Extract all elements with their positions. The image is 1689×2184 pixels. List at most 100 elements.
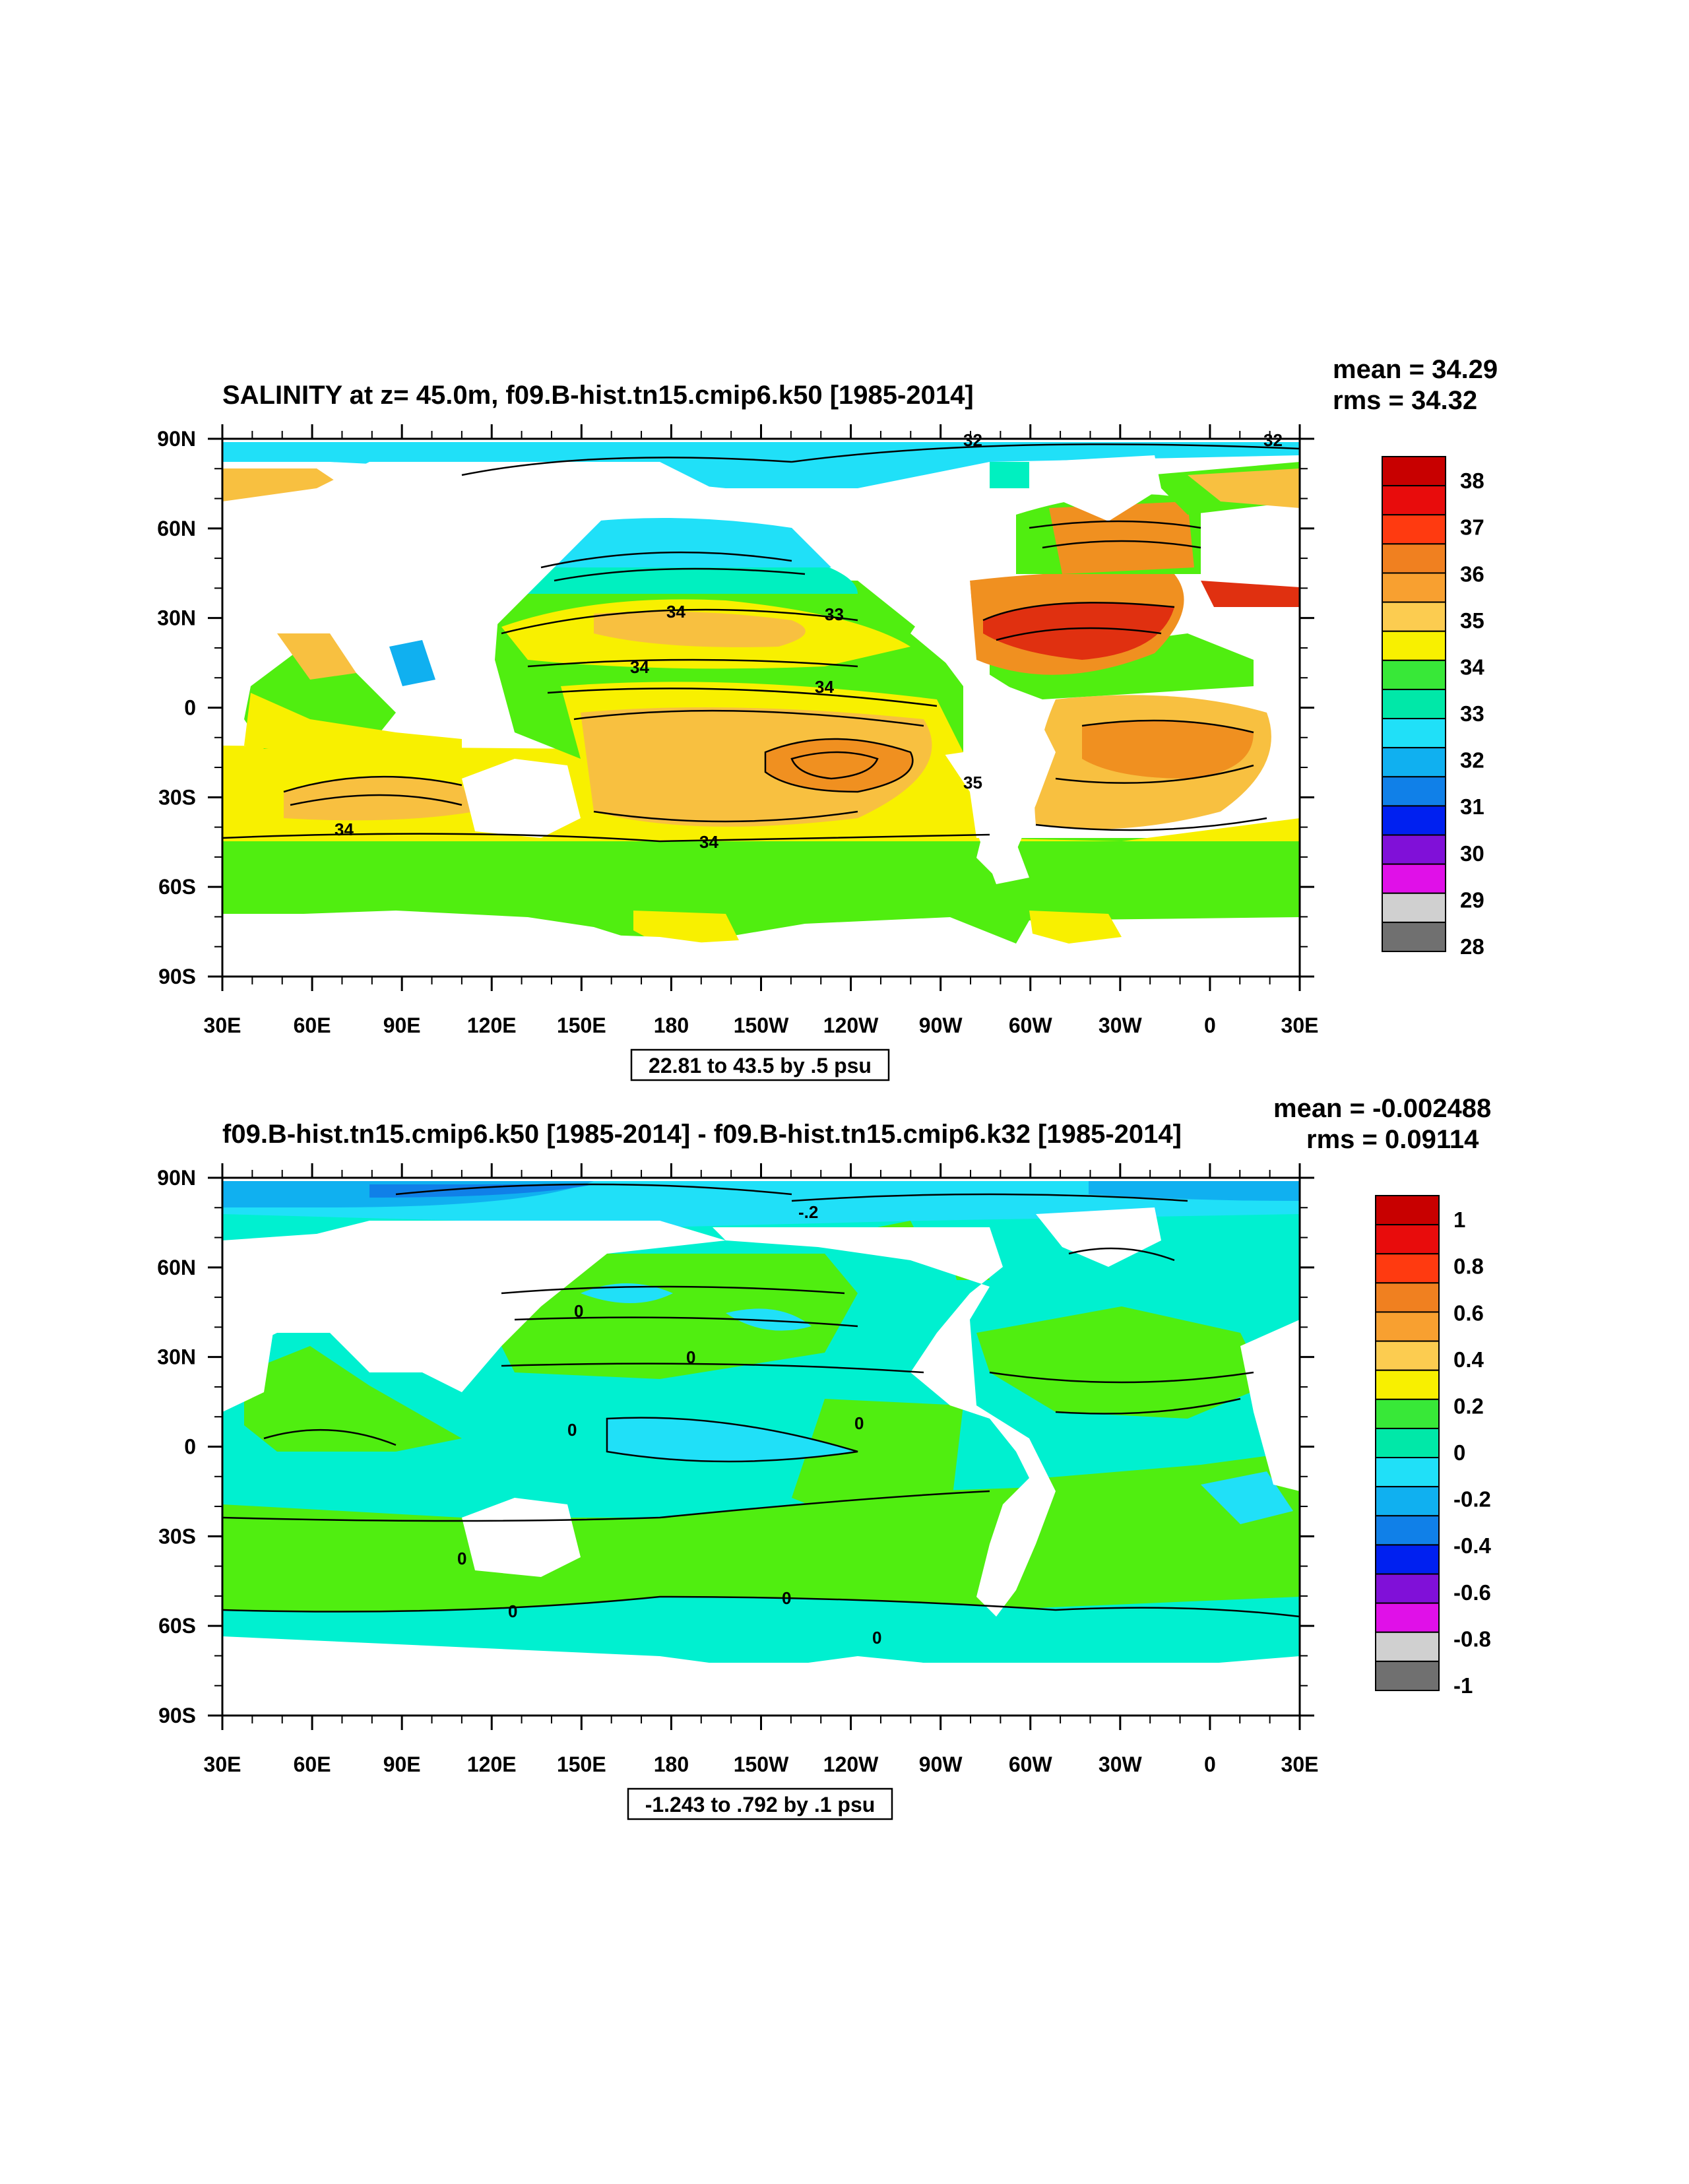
top-mean: mean = 34.29	[1333, 355, 1498, 384]
bottom-colorbar-label: 0.8	[1453, 1254, 1484, 1279]
contour-line	[790, 751, 879, 780]
top-colorbar-box	[1382, 543, 1446, 574]
bottom-land-eurasia	[222, 1221, 726, 1392]
top-indian-orange	[284, 777, 475, 821]
contour-line	[540, 551, 792, 569]
bottom-colorbar-box	[1375, 1486, 1440, 1517]
top-colorbar-box	[1382, 718, 1446, 749]
bottom-colorbar-label: -1	[1453, 1673, 1473, 1698]
top-x-tick-label: 60W	[1009, 1013, 1053, 1037]
top-x-axis-labels: 30E 60E 90E 120E 150E 180 150W 120W 90W 60W 30W 0 30…	[204, 1013, 1319, 1037]
bottom-colorbar-box	[1375, 1427, 1440, 1459]
bottom-atlantic-green	[976, 1306, 1267, 1419]
bottom-y-tick-label: 30S	[158, 1524, 196, 1548]
top-contour-label: 32	[1263, 430, 1283, 450]
contour-line	[547, 688, 938, 707]
top-antarctic-yellow	[633, 911, 739, 945]
bottom-colorbar-box	[1375, 1398, 1440, 1429]
top-colorbar-box	[1382, 514, 1446, 545]
top-tick-marks	[208, 424, 1314, 991]
bottom-colorbar-box	[1375, 1195, 1440, 1226]
bottom-colorbar-box	[1375, 1224, 1440, 1255]
top-info-text: 22.81 to 43.5 by .5 psu	[649, 1054, 872, 1077]
contour-line	[996, 627, 1162, 641]
top-y-tick-label: 60S	[158, 875, 196, 899]
bottom-indian-green	[244, 1346, 462, 1452]
bottom-colorbar-label: -0.4	[1453, 1533, 1492, 1558]
bottom-atlantic-cyan	[1201, 1471, 1293, 1524]
contour-line	[606, 1417, 858, 1463]
bottom-antarctic-cyan	[222, 1597, 1300, 1663]
top-x-tick-label: 30W	[1099, 1013, 1143, 1037]
bottom-contour-label: -.2	[798, 1202, 818, 1222]
bottom-colorbar-label: 0.6	[1453, 1301, 1484, 1325]
top-contour-label: 35	[963, 773, 982, 792]
top-colorbar-box	[1382, 863, 1446, 894]
bottom-x-tick-label: 180	[654, 1752, 689, 1776]
contour-line	[501, 1285, 845, 1295]
bottom-mean: mean = -0.002488	[1273, 1094, 1491, 1123]
top-arabian	[277, 633, 356, 680]
contour-line	[290, 794, 462, 806]
top-contour-label: 33	[825, 604, 844, 624]
bottom-y-tick-label: 90N	[157, 1166, 196, 1190]
contour-line	[573, 709, 924, 727]
top-colorbar-box	[1382, 601, 1446, 632]
top-y-tick-label: 0	[184, 696, 196, 720]
top-colorbar-box	[1382, 688, 1446, 720]
bottom-colorbar-box	[1375, 1602, 1440, 1633]
contour-line	[263, 1429, 397, 1446]
top-contour-label: 34	[666, 602, 685, 622]
contour-line	[791, 1193, 1188, 1202]
bottom-colorbar-label: 1	[1453, 1207, 1465, 1232]
top-map	[222, 439, 1300, 977]
bottom-y-tick-label: 60S	[158, 1614, 196, 1638]
top-x-tick-label: 180	[654, 1013, 689, 1037]
bottom-colorbar-label: 0.2	[1453, 1394, 1484, 1418]
contour-line	[514, 1316, 858, 1328]
bottom-title: f09.B-hist.tn15.cmip6.k50 [1985-2014] - …	[222, 1120, 1182, 1149]
top-atlantic-north-red	[983, 602, 1174, 660]
bottom-map	[222, 1178, 1300, 1716]
bottom-colorbar-box	[1375, 1515, 1440, 1546]
top-atlantic-north-orange-2	[1049, 501, 1194, 574]
bottom-colorbar: 1 0.8 0.6 0.4 0.2 0 -0.2 -0.4 -0.6 -0.8 -1	[1375, 1195, 1492, 1698]
bottom-colorbar-box	[1375, 1253, 1440, 1284]
bottom-x-tick-label: 120W	[823, 1752, 879, 1776]
bottom-contour-label: 0	[872, 1628, 881, 1648]
bottom-colorbar-box	[1375, 1340, 1440, 1371]
top-contour-label: 34	[630, 657, 649, 677]
top-x-tick-label: 30E	[1281, 1013, 1319, 1037]
bottom-land-australia	[462, 1498, 581, 1577]
bottom-colorbar-box	[1375, 1282, 1440, 1313]
top-x-tick-label: 90W	[919, 1013, 963, 1037]
top-colorbar-box	[1382, 892, 1446, 923]
top-colorbar-label: 38	[1460, 468, 1484, 493]
top-colorbar-box	[1382, 921, 1446, 952]
top-colorbar-label: 30	[1460, 841, 1484, 866]
bottom-pacific-tropic-cyan	[607, 1417, 858, 1461]
bottom-pacific-east-green	[792, 1399, 963, 1524]
bottom-arctic-deepblue	[369, 1184, 594, 1198]
contour-line	[1055, 1397, 1241, 1415]
bottom-arctic-blue-2	[1089, 1181, 1300, 1201]
contour-line	[527, 658, 858, 668]
top-rms: rms = 34.32	[1333, 386, 1477, 415]
top-land-africa	[222, 567, 277, 673]
top-land-southamerica-tip	[976, 825, 1029, 884]
bottom-x-tick-label: 120E	[467, 1752, 517, 1776]
top-antarctic-yellow-2	[1029, 911, 1122, 944]
bottom-contours	[222, 1183, 1300, 1618]
contour-line	[791, 443, 1300, 463]
top-info-box	[630, 1048, 890, 1081]
top-land-americas	[713, 488, 1056, 878]
contour-line	[222, 1595, 1300, 1618]
bottom-y-tick-label: 0	[184, 1435, 196, 1459]
bottom-x-tick-label: 150E	[557, 1752, 606, 1776]
contour-line	[1068, 1247, 1175, 1262]
bottom-land-africa-east	[1240, 1320, 1300, 1491]
bottom-colorbar-label: -0.8	[1453, 1626, 1491, 1651]
bottom-atlantic-south-green	[1042, 1452, 1300, 1544]
bottom-info-box	[627, 1787, 893, 1820]
bottom-land-greenland	[1036, 1207, 1161, 1267]
